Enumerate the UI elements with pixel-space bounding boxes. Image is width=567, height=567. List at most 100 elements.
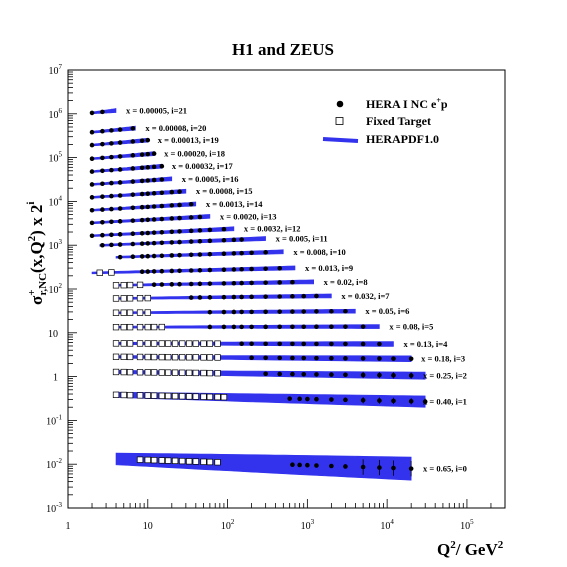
hera-point [239,294,244,300]
hera-point [188,228,194,234]
fixed-target-point [179,393,186,400]
fixed-target-point [192,393,199,400]
hera-point [314,396,319,402]
hera-point [159,203,165,209]
hera-point [100,242,105,248]
x-tick-label: 102 [221,518,235,532]
fixed-target-point [120,282,127,289]
hera-point [109,167,114,173]
fixed-target-point [112,391,120,398]
hera-point [360,372,366,378]
hera-point [249,309,254,315]
hera-point [177,268,182,274]
hera-point [239,309,244,315]
hera-point [207,309,213,315]
fixed-target-point [206,458,214,466]
fixed-target-point [158,369,165,376]
bin-label: x = 0.032, i=7 [341,291,390,301]
fixed-target-point [150,392,158,399]
fixed-target-point [126,353,134,361]
hera-point [314,463,319,468]
hera-point [117,180,123,185]
fixed-target-point [136,353,144,361]
hera-point [130,218,136,223]
hera-point [277,294,282,299]
hera-point [314,355,319,361]
bin-label: x = 0.008, i=10 [293,247,345,257]
fixed-target-point [206,354,214,361]
hera-point [207,251,213,257]
hera-point [177,189,182,194]
fixed-target-point [112,368,120,376]
fixed-target-point [120,340,127,347]
hera-point [117,219,123,224]
hera-point [277,355,282,361]
fixed-target-point [144,340,151,347]
fixed-target-point [120,309,127,316]
hera-point [177,215,182,221]
hera-point [197,252,203,257]
hera-point [151,240,157,246]
hera-point [290,355,295,361]
chart-title: H1 and ZEUS [232,40,334,59]
fixed-target-point [126,295,134,302]
hera-point [145,269,151,274]
fixed-target-point [186,354,193,361]
fixed-target-point [150,353,158,361]
y-tick-label: 102 [49,282,63,296]
fixed-target-point [200,354,207,361]
hera-point [263,341,268,347]
fixed-target-point [112,282,120,289]
hera-point [89,195,95,200]
hera-point [231,267,237,272]
hera-point [159,163,165,169]
hera-point [130,166,136,171]
hera-point [239,250,244,256]
hera-point [408,356,414,362]
hera-point [89,182,95,187]
hera-point [197,281,203,287]
hera-point [305,396,310,402]
x-tick-label: 1 [66,521,71,532]
hera-point [117,232,123,237]
hera-point [221,281,227,286]
bin-label: x = 0.08, i=5 [389,322,433,332]
hera-point [177,252,182,258]
hera-point [139,165,145,171]
bin-label: x = 0.00020, i=18 [164,149,225,159]
hera-point [159,229,165,235]
hera-point [130,254,136,260]
legend-band-marker [322,137,359,143]
bin-label: x = 0.013, i=9 [305,263,353,273]
hera-point [109,141,114,146]
hera-point [159,216,165,222]
hera-point [145,191,151,196]
hera-point [89,220,95,226]
hera-point [177,229,182,234]
hera-point [343,464,348,469]
fixed-target-point [126,368,134,376]
bin-label: x = 0.05, i=6 [365,306,409,316]
hera-point [377,465,382,470]
hera-point [301,371,307,377]
hera-point [145,178,151,183]
hera-point [249,355,254,360]
fixed-target-point [126,309,134,316]
hera-point [100,141,105,147]
hera-point [249,324,254,330]
hera-point [109,219,114,225]
fixed-target-point [136,456,144,463]
fixed-target-point [144,353,151,361]
fixed-target-point [126,391,134,399]
bin-label: x = 0.00005, i=21 [126,106,187,116]
fixed-target-point [179,369,186,376]
hera-point [287,396,292,401]
hera-point [151,217,157,222]
hera-point [207,227,213,233]
hera-point [377,356,382,361]
hera-point [177,281,182,287]
bin-label: x = 0.25, i=2 [423,371,467,381]
hera-point [290,294,295,299]
hera-point [197,238,203,244]
fixed-target-point [192,340,199,347]
